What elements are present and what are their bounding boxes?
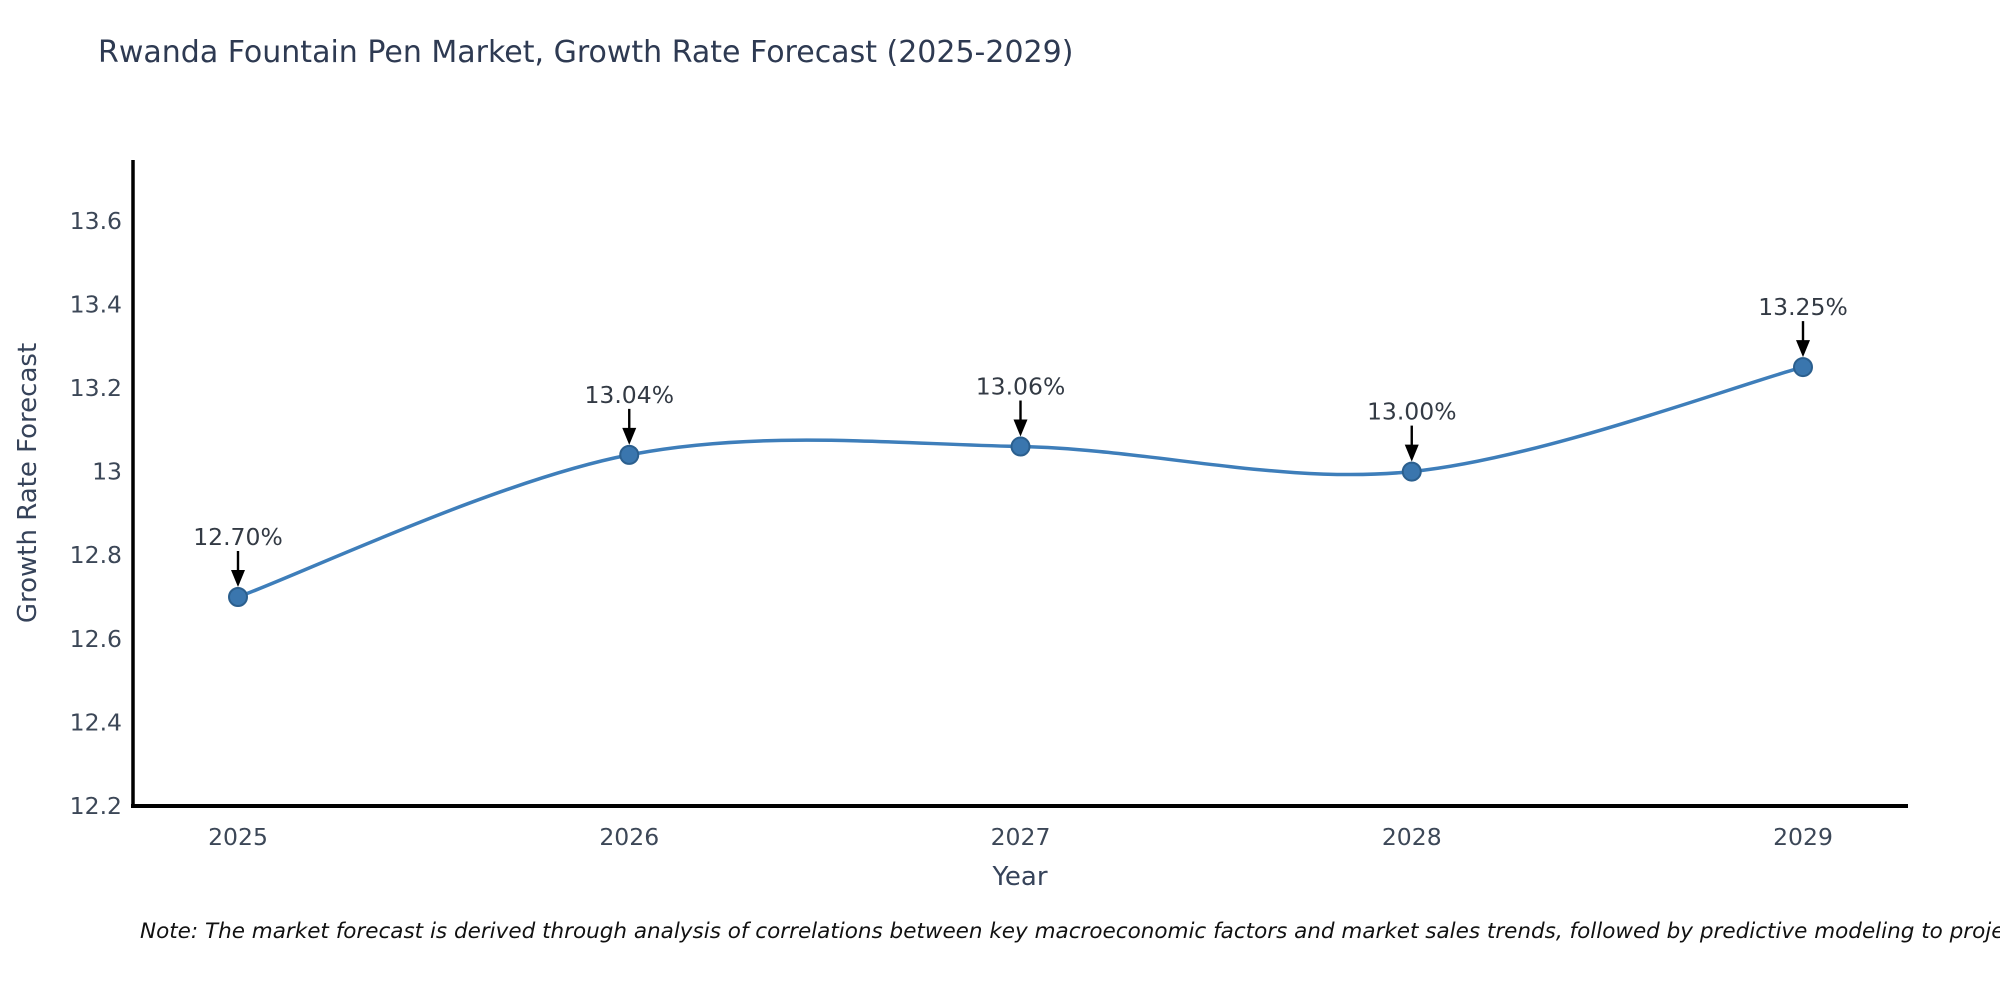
x-tick-label: 2027 xyxy=(991,823,1051,851)
data-point-marker xyxy=(619,444,640,465)
x-axis-title: Year xyxy=(992,862,1048,892)
x-tick-label: 2026 xyxy=(599,823,659,851)
x-tick-label: 2029 xyxy=(1773,823,1833,851)
data-point-value-label: 13.04% xyxy=(584,381,674,409)
data-point-value-label: 13.06% xyxy=(976,373,1066,401)
data-point-value-label: 13.25% xyxy=(1758,293,1848,321)
y-tick-label: 13.4 xyxy=(70,290,122,318)
y-tick-label: 12.4 xyxy=(70,708,122,736)
data-point-marker xyxy=(1010,436,1031,457)
data-point-marker xyxy=(1793,357,1813,378)
annotation-arrow-head xyxy=(231,570,245,587)
footnote: Note: The market forecast is derived thr… xyxy=(140,919,2000,944)
annotation-arrow-head xyxy=(1013,419,1028,437)
chart-title: Rwanda Fountain Pen Market, Growth Rate … xyxy=(98,35,1074,70)
annotation-arrow-head xyxy=(622,427,637,445)
y-tick-label: 12.6 xyxy=(70,625,122,653)
data-point-value-label: 12.70% xyxy=(193,523,283,551)
data-point-marker xyxy=(1401,461,1422,482)
y-tick-label: 13.2 xyxy=(70,374,122,402)
y-tick-label: 13.6 xyxy=(70,207,122,235)
data-point-marker xyxy=(228,587,248,607)
y-tick-label: 13 xyxy=(92,458,122,486)
annotation-arrow-head xyxy=(1796,340,1810,358)
y-tick-label: 12.2 xyxy=(70,792,122,820)
x-tick-label: 2028 xyxy=(1382,823,1442,851)
annotation-arrow-head xyxy=(1404,444,1419,462)
x-tick-label: 2025 xyxy=(208,823,268,851)
data-point-value-label: 13.00% xyxy=(1367,398,1457,426)
y-tick-label: 12.8 xyxy=(70,541,122,569)
